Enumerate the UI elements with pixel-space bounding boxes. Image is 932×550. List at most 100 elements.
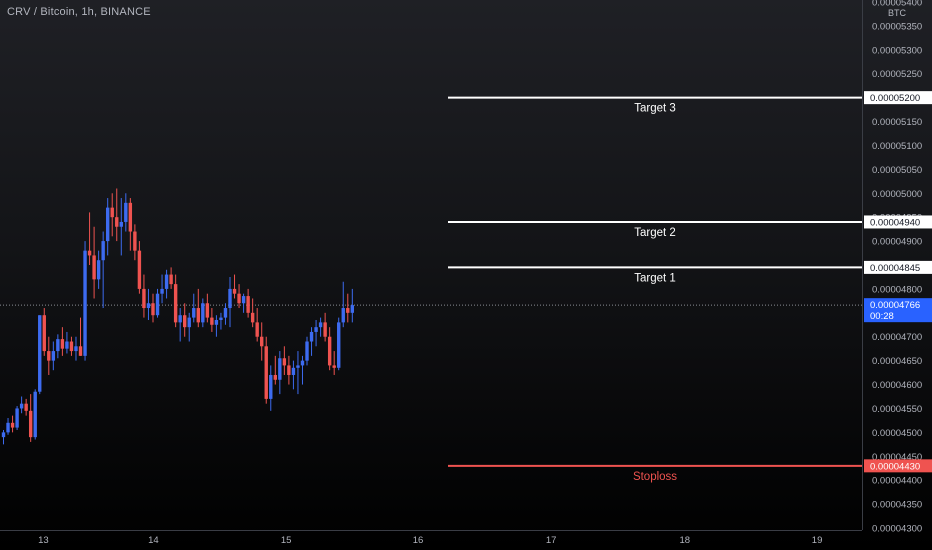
candle bbox=[237, 284, 241, 309]
level-price-tag bbox=[864, 260, 932, 274]
candle bbox=[219, 312, 223, 330]
candle-body bbox=[273, 374, 277, 380]
candle bbox=[110, 193, 114, 237]
candle-body bbox=[19, 403, 24, 409]
candle bbox=[192, 293, 196, 323]
target-level[interactable]: Target 2 0.00004940 bbox=[448, 215, 932, 239]
candle-body bbox=[192, 308, 196, 318]
candle bbox=[96, 250, 101, 289]
candle bbox=[155, 288, 160, 318]
target-level[interactable]: Target 1 0.00004845 bbox=[448, 260, 932, 285]
candle-body bbox=[56, 339, 60, 352]
candle bbox=[42, 308, 46, 356]
candle bbox=[160, 274, 164, 304]
candle bbox=[169, 267, 173, 289]
candle-body bbox=[124, 202, 128, 222]
candle-body bbox=[350, 305, 355, 313]
candle bbox=[33, 389, 37, 440]
candle bbox=[92, 226, 96, 299]
stoploss-level[interactable]: Stoploss 0.00004430 bbox=[448, 459, 932, 483]
y-tick-label: 0.00005000 bbox=[872, 189, 922, 200]
candle bbox=[142, 274, 146, 318]
x-tick-label: 14 bbox=[148, 535, 159, 546]
candle-body bbox=[241, 296, 246, 304]
candle bbox=[205, 293, 210, 323]
candle bbox=[264, 336, 268, 404]
x-tick-label: 13 bbox=[38, 535, 49, 546]
candle bbox=[128, 198, 133, 251]
y-tick-label: 0.00004600 bbox=[872, 380, 922, 391]
candle bbox=[196, 288, 200, 328]
candle bbox=[24, 398, 28, 416]
y-tick-label: 0.00004650 bbox=[872, 356, 922, 367]
candle bbox=[183, 303, 187, 337]
candle-body bbox=[69, 341, 74, 352]
candle bbox=[341, 281, 345, 328]
candle-body bbox=[264, 346, 268, 399]
candle bbox=[83, 241, 87, 361]
candle bbox=[278, 351, 282, 395]
candle-body bbox=[87, 250, 92, 256]
candle-body bbox=[318, 322, 323, 328]
candle-body bbox=[178, 315, 182, 323]
candle bbox=[232, 274, 237, 299]
candle-body bbox=[250, 312, 255, 323]
candle-body bbox=[47, 351, 51, 361]
candle bbox=[69, 336, 74, 356]
candle-body bbox=[282, 358, 287, 366]
candle bbox=[314, 319, 318, 347]
candle-body bbox=[183, 315, 187, 328]
candle bbox=[210, 308, 214, 332]
candle bbox=[246, 288, 250, 318]
candle bbox=[119, 198, 123, 256]
candle bbox=[19, 396, 24, 414]
candle bbox=[51, 341, 56, 371]
price-levels: Target 30.00005200 Target 20.00004940 Targ… bbox=[448, 91, 932, 483]
candle bbox=[323, 312, 327, 342]
candle-body bbox=[228, 288, 232, 309]
level-price-tag bbox=[864, 91, 932, 105]
candle-body bbox=[151, 303, 155, 316]
y-tick-label: 0.00005350 bbox=[872, 21, 922, 32]
candle bbox=[74, 336, 78, 361]
candle-body bbox=[219, 317, 223, 320]
candle-body bbox=[269, 374, 273, 399]
y-tick-label: 0.00004500 bbox=[872, 428, 922, 439]
candle bbox=[300, 355, 305, 385]
candle-body bbox=[309, 331, 314, 342]
candle-body bbox=[237, 293, 241, 304]
candle-body bbox=[323, 322, 327, 337]
target-level[interactable]: Target 3 0.00005200 bbox=[448, 91, 932, 115]
candle-body bbox=[42, 315, 46, 352]
candle bbox=[78, 317, 83, 356]
price-axis[interactable]: BTC bbox=[862, 0, 907, 530]
candle bbox=[56, 334, 60, 359]
candle-body bbox=[187, 317, 191, 328]
candle bbox=[282, 346, 287, 375]
candle bbox=[60, 327, 65, 356]
candle-body bbox=[314, 327, 318, 332]
candle-body bbox=[260, 336, 264, 347]
candle bbox=[10, 415, 15, 433]
candle bbox=[38, 315, 42, 395]
candle-body bbox=[51, 351, 56, 361]
candle bbox=[296, 351, 300, 395]
candle bbox=[124, 193, 128, 232]
candle bbox=[65, 331, 69, 354]
level-price: 0.00005200 bbox=[870, 93, 920, 104]
current-price-tag: 0.00004766 00:28 bbox=[864, 298, 932, 323]
y-tick-label: 0.00005100 bbox=[872, 141, 922, 152]
candle-body bbox=[78, 346, 83, 356]
x-tick-label: 18 bbox=[680, 535, 691, 546]
level-price: 0.00004940 bbox=[870, 217, 920, 228]
x-tick-label: 16 bbox=[413, 535, 424, 546]
candle-body bbox=[196, 308, 200, 323]
candle-body bbox=[33, 391, 37, 438]
candle-body bbox=[1, 432, 6, 438]
candle bbox=[214, 315, 219, 337]
candle bbox=[337, 317, 341, 371]
candle bbox=[241, 293, 246, 313]
candle-body bbox=[300, 360, 305, 366]
